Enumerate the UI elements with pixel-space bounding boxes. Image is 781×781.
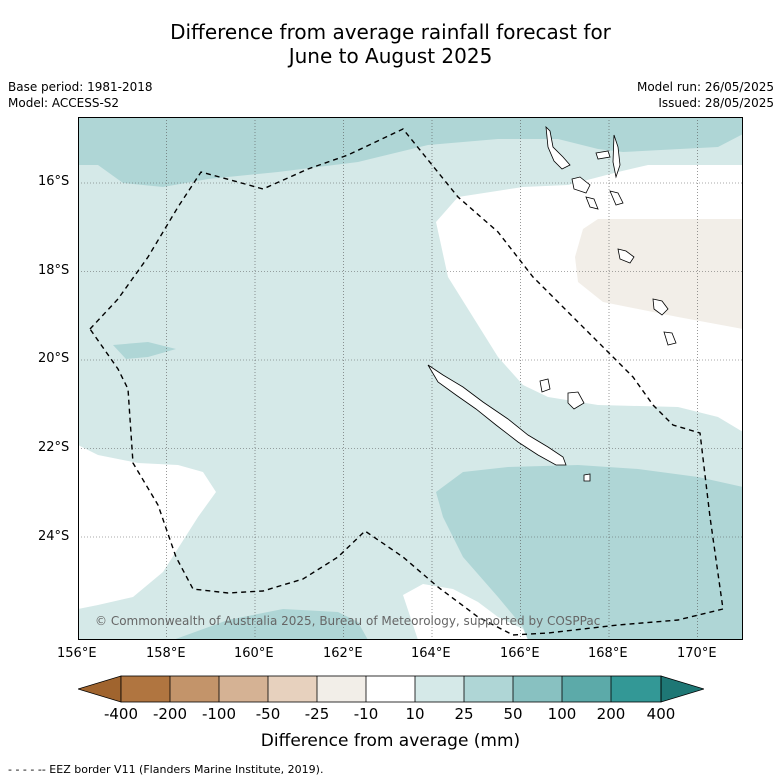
new-caledonia-island	[427, 364, 567, 466]
colorbar-bin-3	[219, 676, 268, 702]
lon-label-158e: 158°E	[146, 646, 186, 661]
colorbar-bin-2	[170, 676, 219, 702]
island-vanuatu-5	[652, 298, 669, 316]
island-vanuatu-6	[663, 331, 677, 346]
colorbar-bin-8	[464, 676, 513, 702]
island-north-2	[595, 150, 611, 160]
colorbar-label: -50	[255, 705, 281, 723]
lon-label-160e: 160°E	[234, 646, 274, 661]
eez-border-line	[89, 128, 724, 636]
colorbar-bin-10	[562, 676, 611, 702]
island-vanuatu-3	[609, 190, 624, 206]
model-text: Model: ACCESS-S2	[8, 96, 120, 110]
colorbar-bin-9	[513, 676, 562, 702]
colorbar-label: -200	[152, 705, 188, 723]
colorbar-bin-6	[366, 676, 415, 702]
colorbar-bin-11	[611, 676, 661, 702]
region-25-50-south	[173, 609, 368, 640]
region-25-50-southeast	[436, 465, 743, 640]
graticule	[78, 117, 743, 640]
colorbar-label: 25	[454, 705, 474, 723]
colorbar-title: Difference from average (mm)	[260, 731, 521, 751]
map-frame	[78, 117, 743, 640]
title-line-2: June to August 2025	[288, 44, 493, 68]
eez-legend-text: - - - - -- EEZ border V11 (Flanders Mari…	[8, 763, 324, 776]
island-vanuatu-1	[571, 176, 591, 194]
colorbar-label: -25	[304, 705, 330, 723]
region-neutral-west	[78, 445, 216, 609]
colorbar-bin-4	[268, 676, 317, 702]
island-vanuatu-4	[617, 248, 635, 264]
coastlines	[427, 125, 677, 482]
island-north-3	[612, 134, 621, 179]
lon-label-164e: 164°E	[411, 646, 451, 661]
issued-text: Issued: 28/05/2025	[658, 96, 774, 110]
colorbar-extend-high	[660, 675, 704, 703]
colorbar-label: 200	[596, 705, 626, 723]
colorbar-label: 400	[646, 705, 676, 723]
colorbar-bin-1	[121, 676, 170, 702]
colorbar-bin-5	[317, 676, 366, 702]
base-period-text: Base period: 1981-2018	[8, 80, 153, 94]
region-25-50-north	[78, 117, 743, 187]
colorbar-extend-low	[78, 675, 122, 703]
colorbar-label: 50	[503, 705, 523, 723]
title-line-1: Difference from average rainfall forecas…	[170, 20, 611, 44]
colorbar-label: -10	[353, 705, 379, 723]
rainfall-map: © Commonwealth of Australia 2025, Bureau…	[78, 117, 743, 640]
colorbar-dividers	[120, 675, 662, 703]
region-minus25-minus10	[575, 219, 743, 329]
lon-label-170e: 170°E	[677, 646, 717, 661]
island-north-1	[545, 125, 571, 170]
island-loyalty-1	[539, 378, 551, 393]
lat-label-16s: 16°S	[38, 174, 70, 189]
lon-label-166e: 166°E	[500, 646, 540, 661]
island-south	[583, 473, 591, 482]
colorbar-label: -100	[201, 705, 237, 723]
island-loyalty-2	[567, 391, 585, 410]
colorbar-label: -400	[103, 705, 139, 723]
region-25-50-small	[113, 342, 176, 359]
region-neutral-south	[403, 584, 528, 640]
lat-label-20s: 20°S	[38, 351, 70, 366]
lat-label-18s: 18°S	[38, 263, 70, 278]
model-run-text: Model run: 26/05/2025	[636, 80, 774, 94]
colorbar-label: 10	[405, 705, 425, 723]
colorbar-bin-7	[415, 676, 464, 702]
island-vanuatu-2	[585, 196, 599, 210]
colorbar-label: 100	[547, 705, 577, 723]
copyright-text: © Commonwealth of Australia 2025, Bureau…	[95, 614, 600, 628]
lon-label-162e: 162°E	[323, 646, 363, 661]
lat-label-22s: 22°S	[38, 440, 70, 455]
lon-label-156e: 156°E	[57, 646, 97, 661]
lon-label-168e: 168°E	[588, 646, 628, 661]
lat-label-24s: 24°S	[38, 529, 70, 544]
colorbar	[78, 675, 704, 703]
